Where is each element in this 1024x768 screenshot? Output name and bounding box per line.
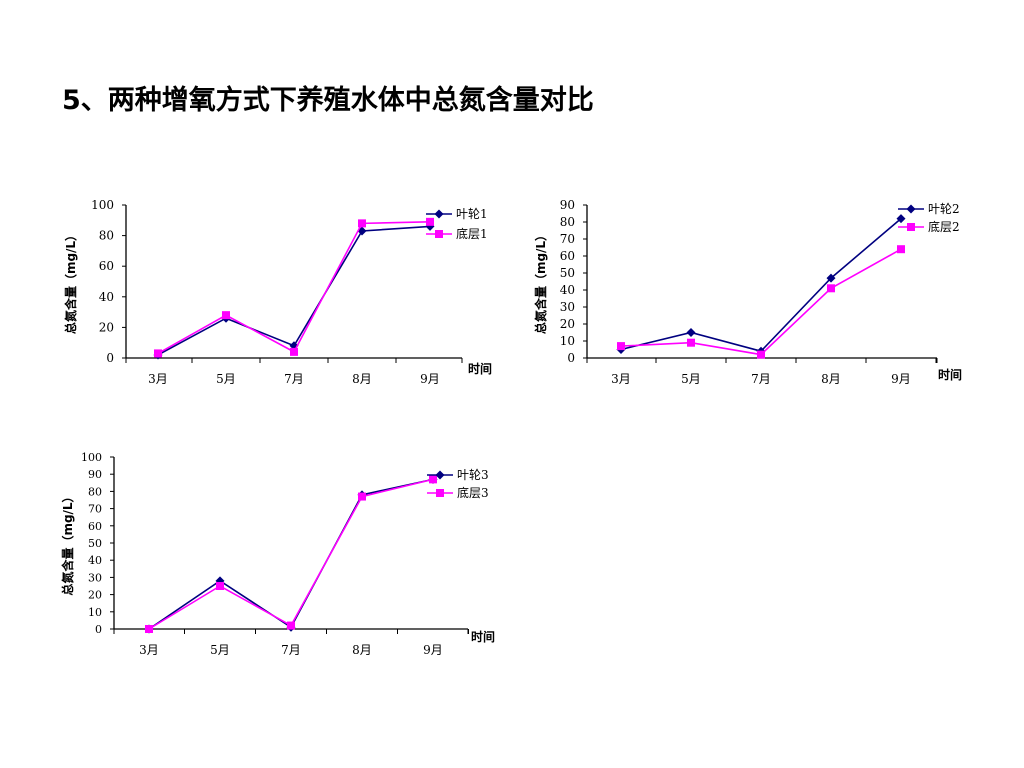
y-tick-label: 90 bbox=[88, 468, 102, 481]
x-tick-label: 7月 bbox=[284, 372, 304, 386]
x-tick-label: 8月 bbox=[352, 372, 372, 386]
y-tick-label: 40 bbox=[560, 283, 575, 297]
data-point bbox=[827, 284, 835, 293]
data-point bbox=[358, 492, 366, 501]
data-point bbox=[358, 219, 366, 228]
data-point bbox=[357, 226, 367, 236]
data-point bbox=[687, 338, 695, 347]
y-tick-label: 10 bbox=[560, 334, 575, 348]
y-axis-title: 总氮含量（mg/L） bbox=[533, 229, 548, 334]
axes: 0 20 40 60 80 100 3月 5月 7月 8月 9月 总氮含量（mg/L） 时间 bbox=[63, 198, 492, 386]
chart-2: 0 10 20 30 40 50 60 70 80 90 3月 5月 7月 8月 9月 总氮含量（mg/L） 时… bbox=[533, 198, 962, 386]
y-tick-label: 100 bbox=[81, 451, 102, 464]
data-point bbox=[222, 311, 230, 320]
data-point bbox=[287, 621, 295, 630]
y-tick-label: 80 bbox=[99, 229, 114, 243]
series-1 bbox=[616, 214, 906, 356]
y-tick-label: 20 bbox=[88, 589, 102, 602]
x-tick-label: 8月 bbox=[352, 643, 372, 657]
x-axis-title: 时间 bbox=[468, 361, 492, 376]
y-tick-label: 40 bbox=[88, 554, 102, 567]
y-tick-label: 70 bbox=[560, 232, 575, 246]
y-tick-label: 30 bbox=[88, 571, 102, 584]
axes: 0 10 20 30 40 50 60 70 80 90 3月 5月 7月 8月 9月 总氮含量（mg/L） 时… bbox=[533, 198, 962, 386]
x-tick-label: 7月 bbox=[281, 643, 301, 657]
series-2 bbox=[154, 217, 434, 358]
y-tick-label: 50 bbox=[88, 537, 102, 550]
x-tick-label: 5月 bbox=[681, 372, 701, 386]
series-2 bbox=[617, 245, 905, 359]
legend-marker bbox=[436, 489, 444, 497]
x-tick-label: 9月 bbox=[891, 372, 911, 386]
data-point bbox=[686, 328, 696, 337]
series-1 bbox=[144, 474, 438, 634]
x-tick-label: 9月 bbox=[423, 643, 443, 657]
data-point bbox=[154, 349, 162, 358]
legend-label: 底层1 bbox=[456, 226, 488, 241]
x-axis-title: 时间 bbox=[471, 629, 495, 644]
y-tick-label: 60 bbox=[99, 259, 114, 273]
series-line bbox=[148, 478, 434, 630]
data-point bbox=[617, 342, 625, 351]
data-point bbox=[290, 347, 298, 356]
y-tick-label: 20 bbox=[560, 317, 575, 331]
data-point bbox=[896, 214, 906, 224]
legend-marker bbox=[435, 470, 445, 480]
series-line bbox=[148, 478, 434, 630]
series-line bbox=[620, 217, 902, 353]
series-1 bbox=[153, 221, 435, 360]
legend-marker bbox=[907, 223, 915, 231]
series-2 bbox=[145, 475, 437, 633]
legend-marker bbox=[434, 209, 444, 219]
y-tick-label: 0 bbox=[106, 351, 114, 365]
page-title: 5、两种增氧方式下养殖水体中总氮含量对比 bbox=[62, 85, 594, 116]
y-tick-label: 100 bbox=[91, 198, 114, 212]
x-tick-label: 3月 bbox=[139, 643, 159, 657]
y-tick-label: 0 bbox=[567, 351, 575, 365]
y-axis-title: 总氮含量（mg/L） bbox=[60, 490, 75, 595]
series-line bbox=[157, 225, 431, 356]
x-axis-title: 时间 bbox=[938, 367, 962, 382]
y-tick-label: 40 bbox=[99, 290, 114, 304]
x-tick-label: 9月 bbox=[420, 372, 440, 386]
y-tick-label: 0 bbox=[95, 623, 102, 636]
x-tick-label: 5月 bbox=[210, 643, 230, 657]
data-point bbox=[145, 625, 153, 633]
y-tick-label: 30 bbox=[560, 300, 575, 314]
x-tick-label: 3月 bbox=[148, 372, 168, 386]
legend-marker bbox=[435, 230, 443, 238]
y-tick-label: 10 bbox=[88, 606, 102, 619]
chart-3: 0 10 20 30 40 50 60 70 80 90 100 3月 5月 7月 8月 9月 总氮含量（mg/… bbox=[60, 451, 495, 657]
x-tick-label: 5月 bbox=[216, 372, 236, 386]
x-tick-label: 8月 bbox=[821, 372, 841, 386]
legend-label: 叶轮2 bbox=[928, 202, 960, 216]
y-tick-label: 90 bbox=[560, 198, 575, 212]
legend-label: 叶轮1 bbox=[456, 207, 488, 221]
data-point bbox=[429, 475, 437, 484]
x-tick-label: 3月 bbox=[611, 372, 631, 386]
y-tick-label: 70 bbox=[88, 503, 102, 516]
legend-label: 底层3 bbox=[457, 485, 489, 500]
y-tick-label: 80 bbox=[560, 215, 575, 229]
legend-label: 叶轮3 bbox=[457, 468, 489, 482]
data-point bbox=[289, 341, 299, 351]
legend-marker bbox=[906, 204, 916, 214]
y-axis-title: 总氮含量（mg/L） bbox=[63, 229, 78, 334]
data-point bbox=[426, 217, 434, 226]
x-tick-label: 7月 bbox=[751, 372, 771, 386]
y-tick-label: 60 bbox=[88, 520, 102, 533]
data-point bbox=[757, 350, 765, 359]
data-point bbox=[897, 245, 905, 254]
y-tick-label: 20 bbox=[99, 320, 114, 334]
data-point bbox=[826, 273, 836, 283]
y-tick-label: 50 bbox=[560, 266, 575, 280]
data-point bbox=[216, 582, 224, 590]
y-tick-label: 80 bbox=[88, 485, 102, 498]
y-tick-label: 60 bbox=[560, 249, 575, 263]
legend-label: 底层2 bbox=[928, 219, 960, 234]
